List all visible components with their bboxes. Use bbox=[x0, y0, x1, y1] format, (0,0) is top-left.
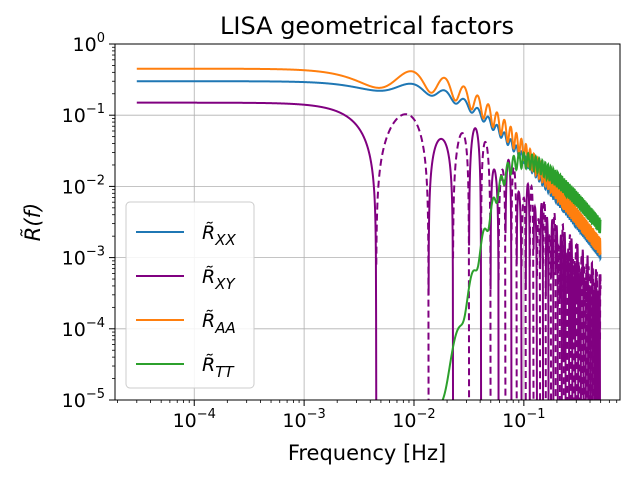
series-line-xy-negative bbox=[375, 113, 602, 400]
x-tick-label: 10−1 bbox=[502, 407, 545, 432]
y-axis-label-group: R̃(f) bbox=[20, 203, 45, 241]
y-tick-label: 10−1 bbox=[62, 102, 105, 127]
y-tick-label: 10−4 bbox=[62, 316, 105, 341]
axis-ticks bbox=[109, 43, 618, 406]
x-axis-label: Frequency [Hz] bbox=[288, 441, 446, 465]
y-axis-label: R̃(f) bbox=[20, 203, 45, 241]
legend: R̃XXR̃XYR̃AAR̃TT bbox=[125, 201, 255, 389]
y-tick-label: 10−2 bbox=[62, 173, 105, 198]
series-line-tt bbox=[441, 151, 602, 400]
series-layer bbox=[136, 67, 602, 400]
axes-frame bbox=[114, 43, 621, 401]
chart-title: LISA geometrical factors bbox=[220, 12, 514, 40]
x-tick-label: 10−3 bbox=[282, 407, 325, 432]
y-tick-label: 10−3 bbox=[62, 245, 105, 270]
legend-box bbox=[125, 201, 255, 389]
